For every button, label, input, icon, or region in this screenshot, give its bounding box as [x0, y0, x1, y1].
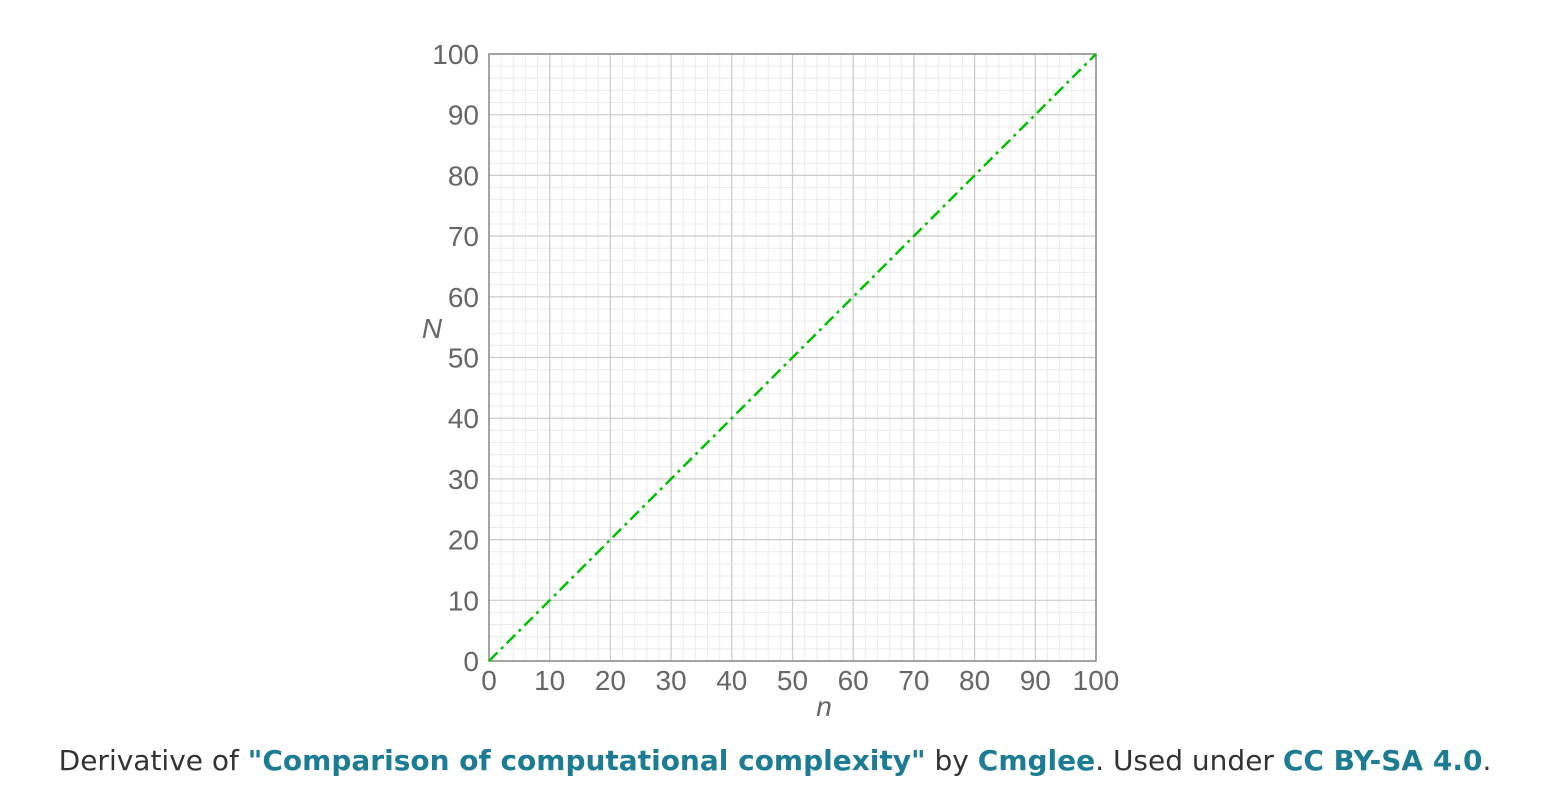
y-tick-label: 50 [448, 343, 479, 374]
caption-by: by [925, 744, 978, 777]
y-tick-label: 70 [448, 221, 479, 252]
x-tick-label: 0 [481, 665, 497, 696]
y-tick-label: 30 [448, 464, 479, 495]
chart: 0 10 20 30 40 50 60 70 80 90 100 0 10 20 30 40 50 60 70 80… [422, 39, 1119, 722]
x-tick-label: 20 [595, 665, 626, 696]
y-tick-label: 20 [448, 525, 479, 556]
author-link[interactable]: Cmglee [977, 744, 1096, 777]
y-tick-label: 40 [448, 403, 479, 434]
plot-frame [488, 53, 1097, 662]
caption-suffix: . [1482, 744, 1492, 777]
series-group [488, 53, 1097, 662]
y-tick-label: 80 [448, 160, 479, 191]
work-title-link[interactable]: "Comparison of computational complexity" [247, 744, 926, 777]
x-tick-label: 80 [959, 665, 990, 696]
x-tick-label: 10 [534, 665, 565, 696]
x-tick-label: 60 [838, 665, 869, 696]
license-link[interactable]: CC BY-SA 4.0 [1282, 744, 1483, 777]
y-tick-label: 100 [432, 39, 479, 70]
caption: Derivative of "Comparison of computation… [0, 744, 1550, 777]
caption-used-under: . Used under [1095, 744, 1283, 777]
series-line [488, 53, 1097, 662]
y-tick-label: 10 [448, 585, 479, 616]
y-tick-label: 60 [448, 282, 479, 313]
y-tick-label: 0 [463, 646, 479, 677]
y-tick-label: 90 [448, 100, 479, 131]
caption-prefix: Derivative of [58, 744, 248, 777]
x-tick-labels: 0 10 20 30 40 50 60 70 80 90 100 [481, 665, 1119, 696]
y-tick-labels: 0 10 20 30 40 50 60 70 80 90 100 [432, 39, 479, 677]
x-tick-label: 90 [1020, 665, 1051, 696]
x-tick-label: 30 [656, 665, 687, 696]
x-tick-label: 50 [777, 665, 808, 696]
x-tick-label: 40 [716, 665, 747, 696]
x-tick-label: 100 [1073, 665, 1120, 696]
y-axis-label: N [422, 313, 443, 344]
x-axis-label: n [816, 691, 832, 722]
x-tick-label: 70 [898, 665, 929, 696]
